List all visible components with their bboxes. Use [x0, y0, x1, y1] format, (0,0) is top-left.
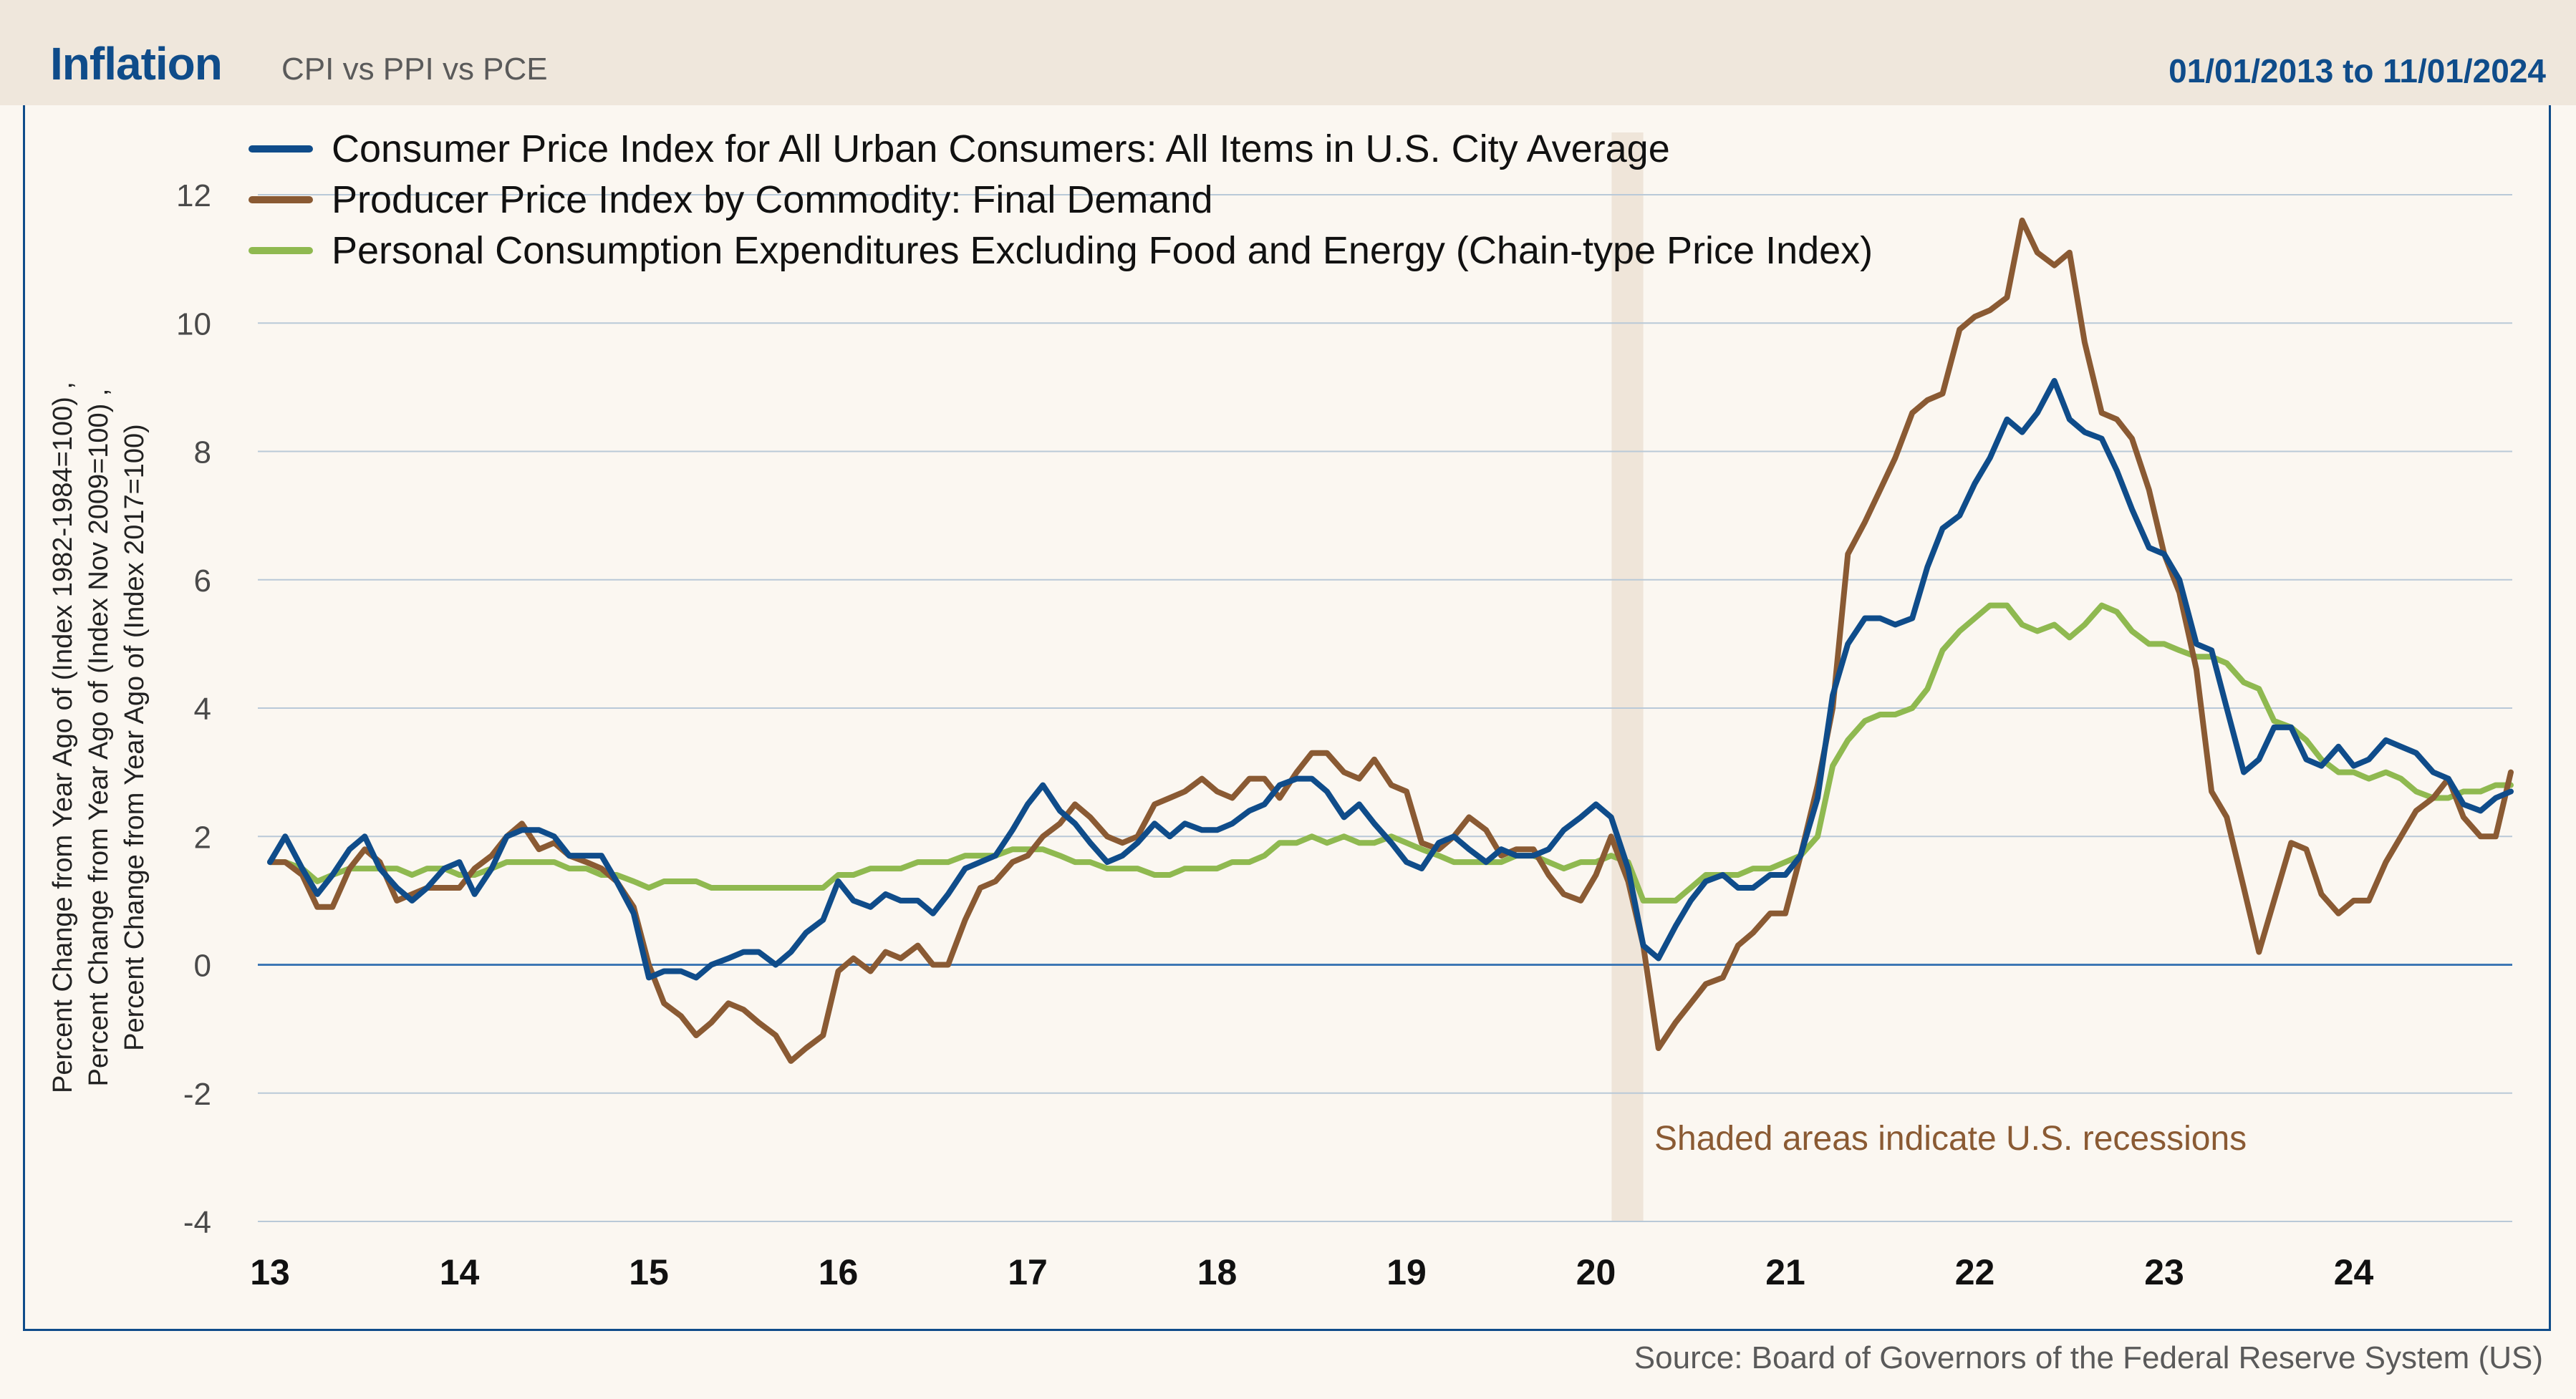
- recession-note: Shaded areas indicate U.S. recessions: [1654, 1120, 2247, 1158]
- source-note: Source: Board of Governors of the Federa…: [1634, 1340, 2543, 1375]
- recession-layer: [1611, 132, 1644, 1221]
- series-line: [267, 217, 2514, 1064]
- y-axis-label: Percent Change from Year Ago of (Index 1…: [48, 382, 150, 1093]
- y-tick-label: -2: [183, 1077, 211, 1112]
- legend: Consumer Price Index for All Urban Consu…: [249, 127, 1873, 272]
- x-tick-label: 14: [440, 1252, 480, 1292]
- y-tick-label: 4: [194, 692, 211, 727]
- x-tick-label: 18: [1197, 1252, 1238, 1292]
- y-tick-label: 8: [194, 435, 211, 470]
- x-tick-label: 20: [1576, 1252, 1616, 1292]
- x-tick-label: 16: [819, 1252, 859, 1292]
- chart-frame: [23, 105, 2551, 1331]
- y-axis-label-line: Percent Change from Year Ago of (Index 2…: [120, 424, 150, 1051]
- y-tick-label: 6: [194, 563, 211, 599]
- x-tick-label: 13: [250, 1252, 290, 1292]
- x-tick-label: 17: [1008, 1252, 1048, 1292]
- y-axis-label-line: Percent Change from Year Ago of (Index N…: [84, 389, 114, 1087]
- y-tick-label: 12: [176, 178, 211, 213]
- x-tick-label: 15: [629, 1252, 669, 1292]
- series-line: [267, 377, 2514, 981]
- legend-label: Personal Consumption Expenditures Exclud…: [332, 229, 1873, 272]
- x-tick-label: 21: [1765, 1252, 1805, 1292]
- recession-band: [1611, 132, 1644, 1221]
- header-bar: Inflation CPI vs PPI vs PCE 01/01/2013 t…: [0, 0, 2576, 105]
- x-tick-label: 22: [1955, 1252, 1995, 1292]
- y-tick-label: 10: [176, 306, 211, 342]
- x-tick-labels: 13 14 15 16 17 18 19 20 21 22 23 24: [250, 1252, 2373, 1292]
- y-tick-label: 2: [194, 820, 211, 855]
- x-tick-label: 23: [2144, 1252, 2184, 1292]
- y-axis-label-line: Percent Change from Year Ago of (Index 1…: [48, 382, 78, 1093]
- grid-layer: [258, 194, 2512, 1222]
- y-tick-label: 0: [194, 949, 211, 984]
- y-tick-labels: 12 10 8 6 4 2 0 -2 -4: [176, 178, 211, 1240]
- series-layer: [267, 217, 2514, 1064]
- page-subtitle: CPI vs PPI vs PCE: [281, 52, 548, 87]
- series-line: [267, 602, 2514, 904]
- y-tick-label: -4: [183, 1205, 211, 1240]
- x-tick-label: 19: [1386, 1252, 1427, 1292]
- legend-label: Consumer Price Index for All Urban Consu…: [332, 127, 1670, 170]
- date-range: 01/01/2013 to 11/01/2024: [2169, 52, 2546, 89]
- page-title: Inflation: [50, 38, 223, 89]
- x-tick-label: 24: [2334, 1252, 2374, 1292]
- legend-label: Producer Price Index by Commodity: Final…: [332, 178, 1213, 221]
